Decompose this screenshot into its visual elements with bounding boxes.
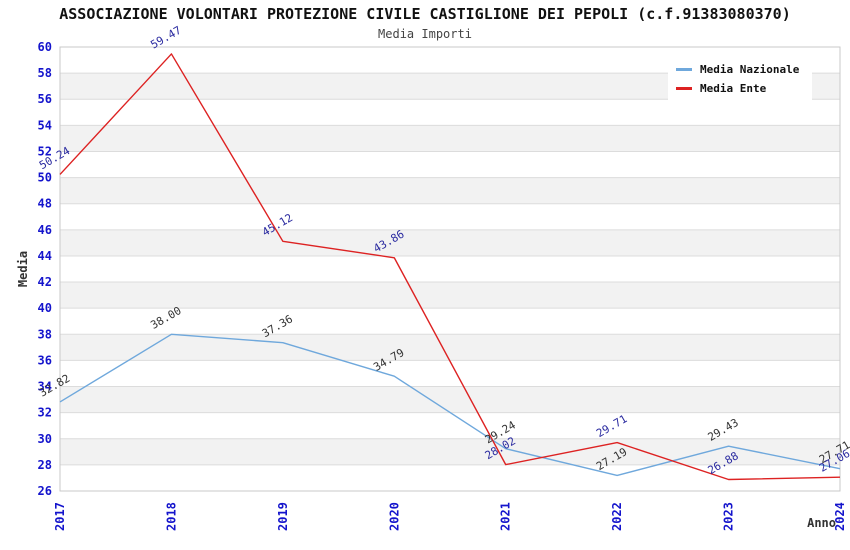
x-tick-label: 2019 xyxy=(276,502,290,531)
y-tick-label: 46 xyxy=(38,223,52,237)
y-axis-title: Media xyxy=(16,251,30,287)
series-line-media-nazionale xyxy=(59,333,841,477)
x-tick-label: 2021 xyxy=(499,502,513,531)
plot-band xyxy=(60,177,840,204)
y-tick-label: 30 xyxy=(38,432,52,446)
point-label: 29.71 xyxy=(594,412,629,440)
y-tick-label: 40 xyxy=(38,301,52,315)
x-tick-label: 2024 xyxy=(833,502,847,531)
legend-label-media-nazionale: Media Nazionale xyxy=(700,63,800,76)
y-tick-label: 48 xyxy=(38,197,52,211)
y-tick-label: 34 xyxy=(38,380,52,394)
chart-subtitle: Media Importi xyxy=(378,27,472,41)
x-tick-label: 2022 xyxy=(610,502,624,531)
y-tick-label: 32 xyxy=(38,406,52,420)
y-tick-label: 50 xyxy=(38,171,52,185)
legend-item-media-nazionale: Media Nazionale xyxy=(676,63,804,76)
x-tick-label: 2020 xyxy=(387,502,401,531)
y-tick-label: 52 xyxy=(38,144,52,158)
y-tick-label: 26 xyxy=(38,484,52,498)
legend-swatch-media-nazionale xyxy=(676,68,692,71)
y-tick-label: 60 xyxy=(38,40,52,54)
plot-band xyxy=(60,334,840,361)
legend-swatch-media-ente xyxy=(676,87,692,90)
plot-band xyxy=(60,438,840,465)
x-tick-label: 2018 xyxy=(164,502,178,531)
y-tick-label: 56 xyxy=(38,92,52,106)
x-tick-label: 2023 xyxy=(722,502,736,531)
plot-band xyxy=(60,229,840,256)
series-line-media-ente xyxy=(59,53,841,481)
plot-band xyxy=(60,386,840,413)
legend: Media Nazionale Media Ente xyxy=(668,57,812,101)
y-tick-label: 58 xyxy=(38,66,52,80)
x-axis-title: Anno xyxy=(807,516,836,530)
legend-item-media-ente: Media Ente xyxy=(676,82,804,95)
y-tick-label: 42 xyxy=(38,275,52,289)
legend-label-media-ente: Media Ente xyxy=(700,82,767,95)
plot-border xyxy=(59,46,841,492)
y-tick-label: 44 xyxy=(38,249,52,263)
y-tick-label: 54 xyxy=(38,118,52,132)
chart-title: ASSOCIAZIONE VOLONTARI PROTEZIONE CIVILE… xyxy=(59,5,791,23)
plot-band xyxy=(60,282,840,309)
x-tick-label: 2017 xyxy=(53,502,67,531)
y-tick-label: 38 xyxy=(38,327,52,341)
plot-band xyxy=(60,125,840,152)
y-tick-label: 36 xyxy=(38,353,52,367)
y-tick-label: 28 xyxy=(38,458,52,472)
